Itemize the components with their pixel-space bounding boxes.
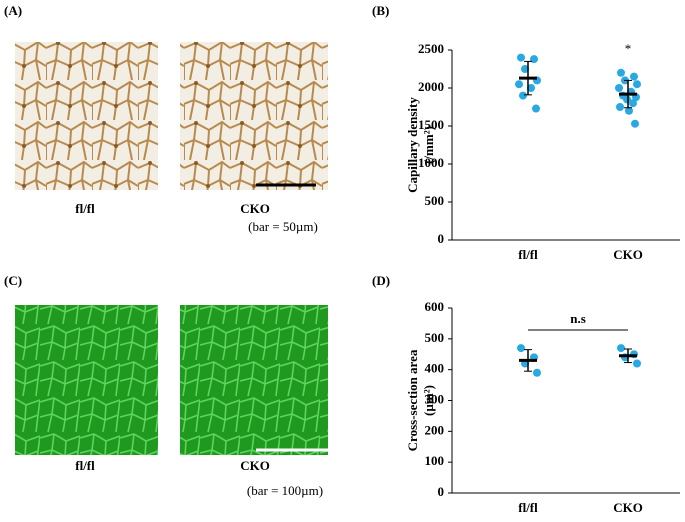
data-point — [521, 65, 529, 73]
data-point — [519, 91, 527, 100]
micrograph — [180, 42, 328, 190]
data-point — [530, 55, 538, 64]
micrograph — [180, 305, 328, 455]
data-point — [623, 95, 631, 104]
scale-note: (bar = 50µm) — [248, 219, 318, 234]
y-tick-label: 100 — [425, 453, 445, 468]
data-point — [633, 80, 641, 89]
y-tick-label: 400 — [425, 361, 445, 376]
panel-label: (A) — [4, 3, 22, 18]
data-point — [533, 368, 541, 377]
y-tick-label: 500 — [425, 330, 445, 345]
y-axis-label: (/mm²) — [421, 126, 436, 164]
y-tick-label: 0 — [438, 484, 445, 499]
y-tick-label: 0 — [438, 231, 445, 246]
y-tick-label: 500 — [425, 193, 445, 208]
annotation: n.s — [570, 311, 586, 326]
y-tick-label: 1000 — [418, 155, 444, 170]
scale-note: (bar = 100µm) — [247, 483, 323, 498]
y-tick-label: 200 — [425, 422, 445, 437]
panel-label: (B) — [372, 3, 389, 18]
data-point — [517, 344, 525, 353]
data-point — [617, 68, 625, 77]
data-point — [517, 53, 525, 62]
data-point — [633, 359, 641, 368]
x-tick-label: CKO — [613, 500, 643, 515]
caption: fl/fl — [75, 458, 95, 473]
micrograph — [15, 42, 158, 190]
data-point — [617, 344, 625, 353]
y-tick-label: 300 — [425, 391, 445, 406]
x-tick-label: fl/fl — [518, 500, 538, 515]
y-tick-label: 1500 — [418, 117, 444, 132]
caption: fl/fl — [75, 201, 95, 216]
x-tick-label: fl/fl — [518, 247, 538, 262]
data-point — [615, 84, 623, 92]
y-tick-label: 2500 — [418, 41, 444, 56]
data-point — [631, 119, 639, 128]
data-point — [532, 104, 540, 113]
data-point — [625, 106, 633, 115]
caption: CKO — [240, 201, 270, 216]
panel-label: (C) — [4, 273, 22, 288]
micrograph — [15, 305, 158, 455]
caption: CKO — [240, 458, 270, 473]
data-point — [616, 103, 624, 111]
panel-label: (D) — [372, 273, 390, 288]
data-point — [629, 99, 637, 108]
annotation: * — [625, 41, 632, 56]
data-point — [630, 72, 638, 81]
y-tick-label: 600 — [425, 299, 445, 314]
y-axis-label: (µm²) — [421, 385, 436, 416]
y-axis-label: Capillary density — [405, 97, 420, 193]
data-point — [527, 84, 535, 92]
data-point — [515, 80, 523, 89]
y-tick-label: 2000 — [418, 79, 444, 94]
x-tick-label: CKO — [613, 247, 643, 262]
y-axis-label: Cross-section area — [405, 349, 420, 451]
